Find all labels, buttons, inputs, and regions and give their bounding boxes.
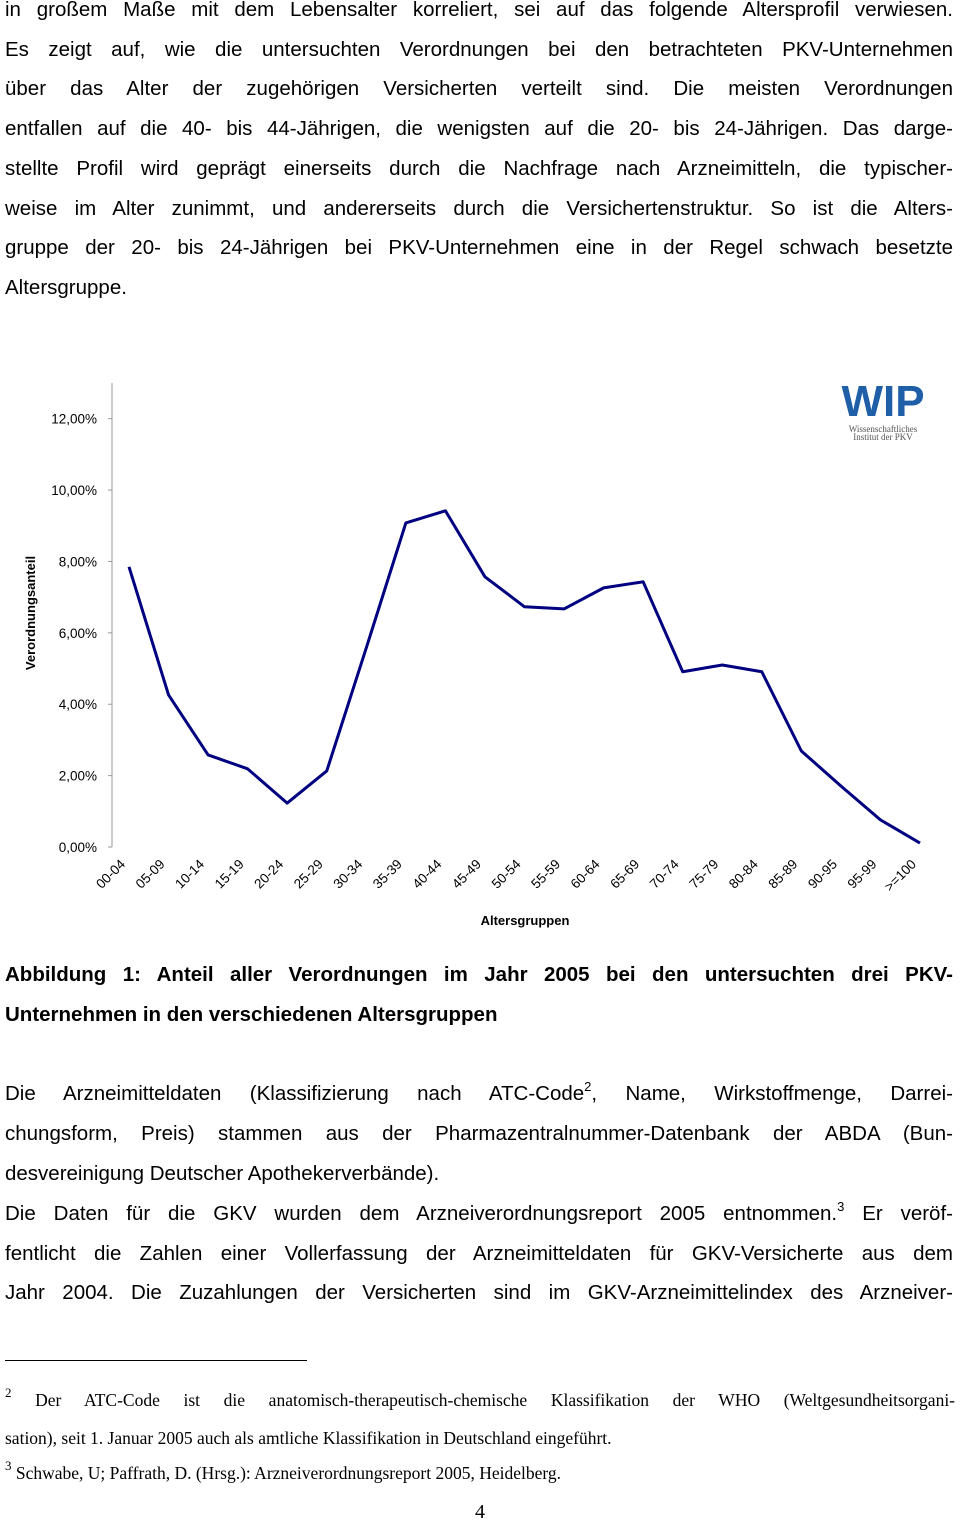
x-tick-label: 10-14 [172,856,207,891]
x-tick-label: 45-49 [449,857,484,892]
text-line: in großem Maße mit dem Lebensalter korre… [5,0,953,21]
x-tick-label: 00-04 [93,856,128,891]
y-tick-label: 0,00% [59,840,97,855]
text-line: Altersgruppe. [5,276,127,299]
y-tick-label: 12,00% [51,412,97,427]
text: Der ATC-Code ist die anatomisch-therapeu… [35,1390,956,1410]
text-line: über das Alter der zugehörigen Versicher… [5,77,953,100]
text: , Name, Wirkstoffmenge, Darrei- [591,1082,953,1105]
footnote-mark: 3 [5,1458,12,1473]
y-tick-label: 2,00% [59,769,97,784]
footnote-ref: 3 [837,1199,845,1214]
footnote-ref: 2 [584,1079,592,1094]
text: Er veröf- [844,1202,953,1225]
y-tick-label: 10,00% [51,483,97,498]
text: Schwabe, U; Paffrath, D. (Hrsg.): Arznei… [15,1463,561,1483]
x-tick-label: 70-74 [647,856,682,891]
footnote-line: 2 Der ATC-Code ist die anatomisch-therap… [5,1385,956,1412]
text-line: Jahr 2004. Die Zuzahlungen der Versicher… [5,1281,953,1304]
y-tick-label: 6,00% [59,626,97,641]
text-line: weise im Alter zunimmt, und andererseits… [5,197,953,220]
x-axis-label: Altersgruppen [481,913,570,928]
text-line: stellte Profil wird geprägt einerseits d… [5,157,953,180]
logo-text: Wissenschaftliches [849,424,918,434]
chart: WIP Wissenschaftliches Institut der PKV … [23,377,925,928]
text-line: entfallen auf die 40- bis 44-Jährigen, d… [5,117,953,140]
x-tick-label: 95-99 [845,857,880,892]
x-tick-label: 30-34 [330,856,365,891]
logo-text: Institut der PKV [853,432,913,442]
x-tick-label: >=100 [881,857,919,895]
x-tick-label: 75-79 [686,857,721,892]
page-number: 4 [475,1501,485,1523]
footnote-line: sation), seit 1. Januar 2005 auch als am… [5,1428,612,1448]
text: Die Arzneimitteldaten (Klassifizierung n… [5,1082,585,1105]
x-tick-label: 65-69 [607,857,642,892]
x-tick-label: 80-84 [726,856,761,891]
x-tick-label: 15-19 [212,857,247,892]
x-tick-label: 60-64 [568,856,603,891]
footnote-mark: 2 [5,1385,12,1400]
x-tick-label: 85-89 [765,857,800,892]
x-tick-label: 90-95 [805,857,840,892]
x-tick-label: 25-29 [291,857,326,892]
logo-title: WIP [841,377,924,426]
x-tick-label: 40-44 [409,856,444,891]
y-tick-label: 8,00% [59,554,97,569]
text-line: fentlicht die Zahlen einer Vollerfassung… [5,1242,953,1265]
text-line: chungsform, Preis) stammen aus der Pharm… [5,1122,953,1145]
text-line: Es zeigt auf, wie die untersuchten Veror… [5,38,953,61]
y-axis-label: Verordnungsanteil [23,556,38,670]
text: Die Daten für die GKV wurden dem Arzneiv… [5,1202,838,1225]
x-tick-label: 50-54 [489,856,524,891]
x-tick-label: 55-59 [528,857,563,892]
x-tick-label: 35-39 [370,857,405,892]
y-tick-label: 4,00% [59,697,97,712]
caption-line: Abbildung 1: Anteil aller Verordnungen i… [5,963,953,986]
x-tick-label: 20-24 [251,856,286,891]
text-line: desvereinigung Deutscher Apothekerverbän… [5,1162,440,1185]
text-line: Die Arzneimitteldaten (Klassifizierung n… [5,1079,953,1107]
footnote-rule [5,1360,307,1361]
footnote-line: 3 Schwabe, U; Paffrath, D. (Hrsg.): Arzn… [5,1458,955,1485]
text-line: gruppe der 20- bis 24-Jährigen bei PKV-U… [5,236,953,259]
caption-line: Unternehmen in den verschiedenen Altersg… [5,1003,498,1026]
x-tick-label: 05-09 [133,857,168,892]
data-line [127,509,921,845]
text-line: Die Daten für die GKV wurden dem Arzneiv… [5,1199,953,1227]
